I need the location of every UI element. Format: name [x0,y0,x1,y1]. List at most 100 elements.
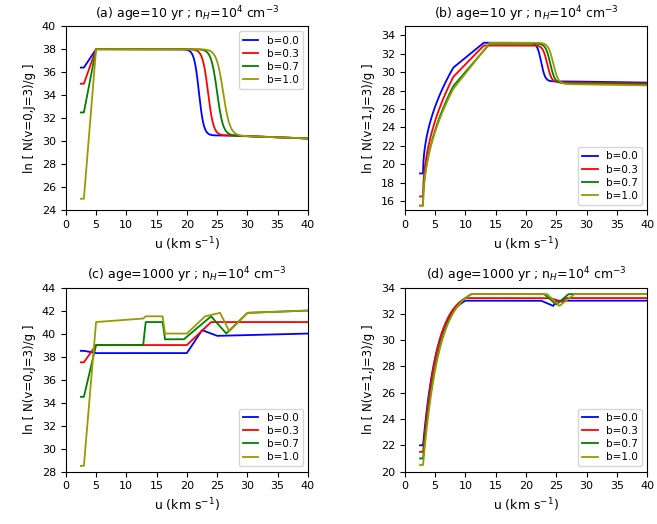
b=0.0 [643,298,651,304]
Line: b=1.0: b=1.0 [81,311,308,466]
b=1.0 [486,40,493,46]
b=0.0 [181,350,189,356]
b=1.0 [89,361,97,367]
b=1.0 [428,140,436,147]
b=1.0 [637,82,645,89]
b=0.3 [643,295,651,301]
b=0.0 [256,134,263,140]
b=1.0 [181,331,189,337]
b=0.3 [520,295,528,301]
b=0.7 [89,357,97,363]
b=1.0 [187,46,195,52]
b=1.0 [298,308,306,314]
b=1.0 [92,46,100,52]
b=0.0 [89,51,97,58]
b=0.7 [637,291,645,297]
Line: b=0.7: b=0.7 [420,43,647,205]
b=1.0 [520,40,528,46]
b=0.3 [89,347,97,353]
Line: b=0.3: b=0.3 [420,298,647,452]
Line: b=0.0: b=0.0 [420,43,647,173]
b=0.7 [637,81,645,88]
b=0.0 [181,47,189,53]
b=1.0 [643,82,651,89]
b=0.7 [304,308,312,314]
b=1.0 [637,82,645,89]
Line: b=0.3: b=0.3 [420,46,647,196]
b=0.0 [198,327,206,333]
b=0.0 [637,298,645,304]
b=1.0 [89,90,97,96]
b=0.7 [77,110,85,116]
b=0.0 [298,331,306,337]
X-axis label: u (km s$^{-1}$): u (km s$^{-1}$) [154,497,219,515]
b=1.0 [77,463,85,469]
b=1.0 [298,135,306,141]
Line: b=0.3: b=0.3 [81,322,308,362]
b=1.0 [595,291,603,297]
b=0.7 [298,135,306,141]
b=1.0 [304,308,312,314]
b=0.3 [643,80,651,86]
Line: b=0.7: b=0.7 [81,49,308,138]
Line: b=0.0: b=0.0 [81,330,308,353]
b=0.3 [416,449,424,455]
b=0.7 [637,291,645,297]
b=0.7 [468,291,476,297]
b=0.3 [92,46,100,52]
b=0.3 [637,295,645,301]
b=0.3 [480,42,487,49]
b=0.0 [77,347,85,354]
b=0.0 [637,79,645,85]
b=0.3 [461,295,469,301]
Line: b=1.0: b=1.0 [81,49,308,199]
b=1.0 [304,135,312,141]
Legend: b=0.0, b=0.3, b=0.7, b=1.0: b=0.0, b=0.3, b=0.7, b=1.0 [578,147,642,205]
b=1.0 [187,326,195,333]
b=0.0 [520,40,528,46]
Title: (c) age=1000 yr ; n$_{H}$=10$^{4}$ cm$^{-3}$: (c) age=1000 yr ; n$_{H}$=10$^{4}$ cm$^{… [87,265,286,285]
X-axis label: u (km s$^{-1}$): u (km s$^{-1}$) [154,235,219,253]
b=0.7 [89,64,97,71]
b=1.0 [643,291,651,297]
b=0.7 [298,135,306,141]
b=0.3 [595,295,603,301]
b=0.0 [520,298,528,304]
b=0.7 [428,139,436,145]
b=0.3 [298,135,306,141]
b=1.0 [428,388,436,394]
X-axis label: u (km s$^{-1}$): u (km s$^{-1}$) [493,235,559,253]
Legend: b=0.0, b=0.3, b=0.7, b=1.0: b=0.0, b=0.3, b=0.7, b=1.0 [578,409,642,466]
Line: b=0.3: b=0.3 [81,49,308,138]
b=0.7 [643,81,651,88]
Y-axis label: ln [ N(v=0,J=3)/g ]: ln [ N(v=0,J=3)/g ] [23,325,36,434]
b=0.7 [595,291,603,297]
b=0.7 [187,46,195,52]
b=0.7 [187,330,195,336]
b=0.7 [256,134,263,140]
b=0.0 [298,331,306,337]
b=0.3 [637,80,645,86]
b=1.0 [637,291,645,297]
b=0.3 [428,375,436,381]
b=0.7 [520,291,528,297]
Line: b=0.0: b=0.0 [81,49,308,138]
b=0.7 [643,291,651,297]
Line: b=0.0: b=0.0 [420,301,647,445]
b=1.0 [298,308,306,314]
b=0.3 [89,56,97,62]
b=0.0 [77,64,85,71]
b=1.0 [595,82,603,88]
b=0.7 [298,308,306,314]
b=0.7 [637,81,645,88]
b=0.0 [416,442,424,449]
b=0.3 [298,135,306,141]
b=0.3 [187,337,195,344]
b=0.7 [181,46,189,52]
b=1.0 [416,462,424,468]
b=0.7 [416,455,424,462]
b=1.0 [637,291,645,297]
b=0.3 [181,46,189,52]
b=0.3 [298,319,306,325]
b=0.0 [187,50,195,56]
